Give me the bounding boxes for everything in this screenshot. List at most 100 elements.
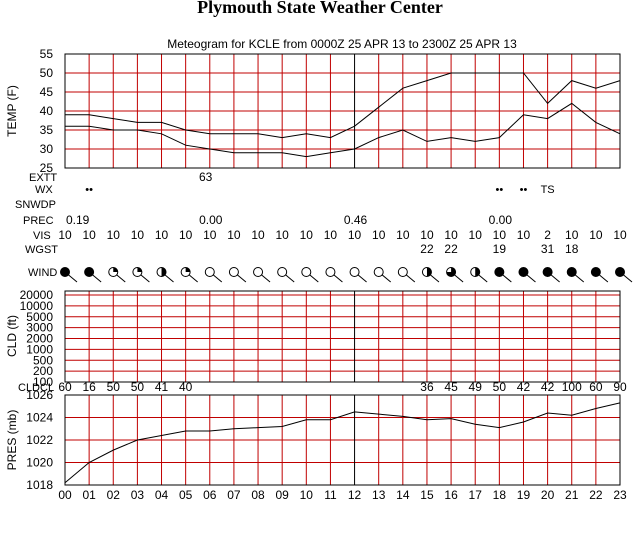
pres-tick-label: 1024 (26, 411, 53, 425)
temp-tick-label: 45 (40, 85, 54, 99)
vis-value: 10 (300, 228, 314, 242)
wind-station-circle (277, 267, 288, 277)
wind-station-circle (325, 267, 336, 277)
wind-cover-fill (137, 267, 142, 272)
hour-tick-label: 07 (227, 488, 241, 502)
hour-tick-label: 03 (131, 488, 145, 502)
snwdp-row-label: SNWDP (15, 199, 56, 211)
vis-row-label: VIS (33, 230, 51, 242)
hour-tick-label: 00 (58, 488, 72, 502)
pres-tick-label: 1018 (26, 478, 53, 492)
hour-tick-label: 11 (324, 488, 337, 502)
cldcl-value: 45 (444, 380, 458, 394)
hour-tick-label: 09 (275, 488, 289, 502)
cld-tick-label: 20000 (20, 288, 54, 302)
wind-station-circle (253, 267, 264, 277)
wgst-row-label: WGST (25, 244, 58, 256)
vis-value: 10 (589, 228, 603, 242)
temp-axis-label: TEMP (F) (5, 85, 19, 137)
pressure-panel: 1018 1020 1022 1024 1026 PRES (mb) (5, 388, 621, 492)
vis-value: 10 (275, 228, 289, 242)
site-title: Plymouth State Weather Center (197, 0, 443, 17)
wgst-value: 22 (420, 242, 434, 256)
cld-tick-label: 3000 (26, 321, 53, 335)
cldcl-value: 41 (155, 380, 169, 394)
cldcl-value: 60 (589, 380, 603, 394)
temp-tick-label: 35 (40, 123, 54, 137)
ext-value: 63 (199, 170, 213, 184)
vis-value: 10 (179, 228, 193, 242)
hour-tick-label: 14 (396, 488, 410, 502)
vis-value: 10 (227, 228, 241, 242)
wind-cover-fill (426, 267, 432, 277)
temp-frame (64, 53, 621, 169)
wgst-value: 19 (493, 242, 507, 256)
wind-cover-fill (113, 267, 118, 272)
temp-tick-label: 25 (40, 161, 54, 175)
cld-tick-label: 2000 (26, 332, 53, 346)
cldcl-value: 60 (58, 380, 72, 394)
vis-value: 10 (203, 228, 217, 242)
prec-value: 0.46 (344, 213, 368, 227)
cldcl-value: 50 (131, 380, 145, 394)
pres-series-line (64, 402, 621, 484)
temp-tick-label: 40 (40, 104, 54, 118)
temp-tick-label: 30 (40, 142, 54, 156)
cld-tick-label: 10000 (20, 299, 54, 313)
vis-value: 10 (565, 228, 579, 242)
hour-tick-label: 17 (469, 488, 483, 502)
vis-value: 10 (155, 228, 169, 242)
vis-value: 10 (613, 228, 627, 242)
wind-cover-fill (446, 267, 456, 277)
hour-tick-label: 05 (179, 488, 193, 502)
wgst-value: 22 (444, 242, 458, 256)
hour-tick-label: 20 (541, 488, 555, 502)
wind-station-circle (373, 267, 384, 277)
vis-value: 10 (107, 228, 121, 242)
pres-tick-label: 1026 (26, 388, 53, 402)
vis-value: 10 (131, 228, 145, 242)
ext-row-label: EXTT (29, 172, 57, 184)
wind-station-circle (566, 267, 577, 277)
vis-value: 10 (517, 228, 531, 242)
pres-axis-label: PRES (mb) (5, 410, 19, 471)
cld-frame (64, 290, 621, 383)
temp-series-line-0 (65, 72, 621, 139)
wind-station-circle (397, 267, 408, 277)
wind-station-circle (349, 267, 360, 277)
vis-value: 10 (469, 228, 483, 242)
wind-station-circle (494, 267, 505, 277)
wind-station-circle (60, 267, 70, 277)
cldcl-value: 42 (541, 380, 555, 394)
vis-value: 10 (420, 228, 434, 242)
wx-symbol: •• (85, 184, 93, 196)
hour-tick-label: 13 (372, 488, 386, 502)
hour-tick-label: 06 (203, 488, 217, 502)
vis-value: 10 (324, 228, 338, 242)
header-banner (95, 0, 545, 18)
cldcl-value: 49 (469, 380, 483, 394)
prec-value: 0.19 (66, 213, 90, 227)
cld-axis-label: CLD (ft) (5, 315, 19, 357)
vis-value: 2 (544, 228, 551, 242)
chart-title: Meteogram for KCLE from 0000Z 25 APR 13 … (167, 37, 517, 51)
cld-tick-label: 500 (33, 353, 53, 367)
cldcl-value: 40 (179, 380, 193, 394)
hour-tick-label: 21 (565, 488, 579, 502)
wgst-value: 31 (541, 242, 555, 256)
temp-tick-label: 50 (40, 66, 54, 80)
wind-cover-fill (161, 267, 167, 277)
hour-tick-label: 19 (517, 488, 531, 502)
wind-station-circle (590, 267, 601, 277)
wind-station-circle (84, 267, 95, 277)
wx-symbol: TS (541, 184, 555, 196)
hour-tick-label: 02 (107, 488, 121, 502)
pres-tick-label: 1020 (26, 456, 53, 470)
cldcl-value: 50 (493, 380, 507, 394)
hour-tick-label: 15 (420, 488, 434, 502)
cldcl-value: 16 (82, 380, 96, 394)
cldcl-row-label: CLDCL (18, 382, 54, 394)
